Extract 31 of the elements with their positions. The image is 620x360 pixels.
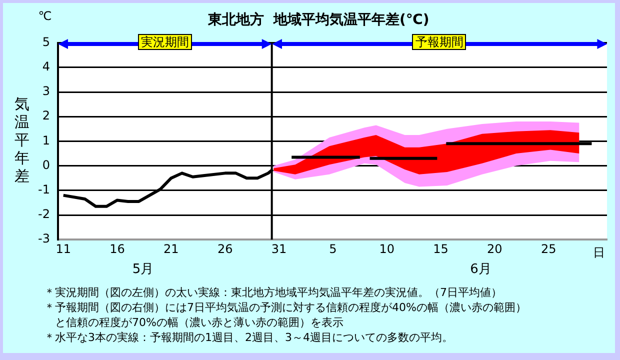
x-tick-label: 16 xyxy=(110,242,125,256)
x-tick-label: 21 xyxy=(164,242,179,256)
x-axis-title: 日 xyxy=(593,246,605,260)
y-tick-label: 0 xyxy=(42,158,50,172)
y-axis-title: 気温平年差 xyxy=(14,95,30,186)
y-tick-label: 1 xyxy=(42,133,50,148)
y-tick-label: -3 xyxy=(38,232,50,246)
y-tick-label: 3 xyxy=(42,84,50,98)
annotation: 実況期間 xyxy=(138,34,192,50)
text: ＊水平な3本の実線：予報期間の1週目、2週目、3～4週目についての多数の平均。 xyxy=(44,331,453,344)
text: ＊予報期間（図の右側）には7日平均気温の予測に対する信頼の程度が40%の幅（濃い赤の範囲） xyxy=(44,301,526,314)
text: 5月 xyxy=(132,262,154,277)
x-tick-label: 26 xyxy=(217,242,233,256)
x-tick-label: 5 xyxy=(329,242,337,256)
y-tick-label: 4 xyxy=(42,60,50,74)
text: ℃ xyxy=(38,8,52,23)
text: ＊実況期間（図の左側）の太い実線：東北地方地域平均気温平年差の実況値。（7日平均値） xyxy=(44,286,502,299)
annotation: 予報期間 xyxy=(412,34,466,50)
x-tick-label: 20 xyxy=(487,242,502,256)
x-tick-label: 15 xyxy=(433,242,448,256)
text: 6月 xyxy=(470,262,492,277)
x-tick-label: 25 xyxy=(540,242,556,256)
chart-title: 東北地方 地域平均気温平年差(℃) xyxy=(206,11,430,28)
y-tick-label: -1 xyxy=(38,182,50,197)
x-tick-label: 10 xyxy=(379,242,394,256)
y-tick-label: 2 xyxy=(42,108,50,123)
y-tick-label: -2 xyxy=(38,207,50,222)
x-tick-label: 31 xyxy=(271,242,287,256)
text: と信頼の程度が70%の幅（濃い赤と薄い赤の範囲）を表示 xyxy=(55,316,344,329)
y-tick-label: 5 xyxy=(42,34,50,49)
x-tick-label: 11 xyxy=(56,242,71,256)
